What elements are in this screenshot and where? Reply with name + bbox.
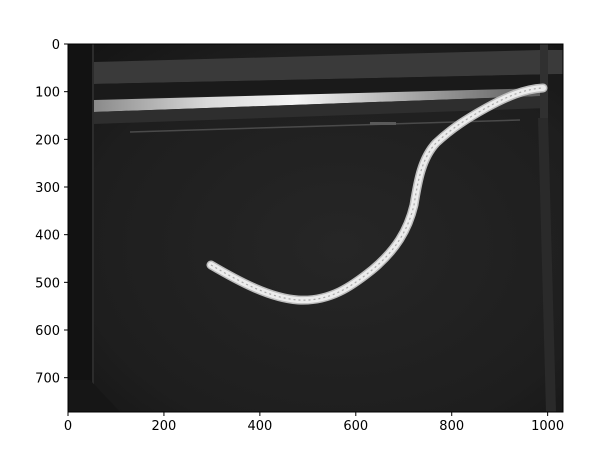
x-axis: 0 200 400 600 800 1000 [64,412,564,434]
y-tick-label: 400 [35,229,60,244]
x-tick-label: 200 [152,419,177,434]
y-tick-label: 200 [35,133,60,148]
x-tick-label: 600 [343,419,368,434]
y-tick-label: 700 [35,372,60,387]
y-tick-label: 600 [35,324,60,339]
y-tick-label: 100 [35,86,60,101]
rope-photo [68,44,563,412]
y-tick-label: 0 [52,38,60,53]
y-tick-label: 500 [35,276,60,291]
axes-frame [67,43,564,413]
x-tick-label: 400 [247,419,272,434]
x-tick-label: 1000 [531,419,564,434]
y-axis: 0 100 200 300 400 500 600 700 [35,38,68,387]
x-tick-label: 800 [439,419,464,434]
x-tick-label: 0 [64,419,72,434]
y-tick-label: 300 [35,181,60,196]
